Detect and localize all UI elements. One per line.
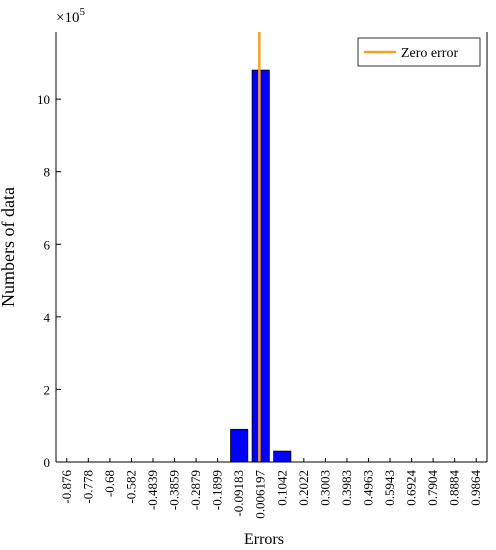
x-tick-label: 0.5943 — [382, 470, 397, 506]
y-tick-label: 0 — [44, 455, 51, 470]
y-tick-label: 8 — [44, 165, 51, 180]
bar — [273, 450, 292, 463]
bar — [230, 428, 249, 463]
y-tick-label: 10 — [37, 92, 50, 107]
x-axis-label: Errors — [244, 531, 284, 548]
x-tick-label: -0.876 — [59, 470, 74, 504]
y-tick-label: 6 — [44, 237, 51, 252]
x-tick-label: -0.4839 — [145, 470, 160, 510]
x-tick-label: 0.7904 — [425, 470, 440, 506]
legend-label: Zero error — [401, 46, 458, 61]
y-exponent-base: ×10 — [56, 10, 79, 26]
y-exponent-power: 5 — [79, 6, 85, 18]
x-tick-label: 0.4963 — [360, 470, 375, 506]
y-tick-label: 4 — [44, 310, 51, 325]
y-axis-label: Numbers of data — [0, 187, 18, 307]
x-tick-label: 0.9864 — [468, 469, 483, 505]
x-tick-label: 0.3003 — [317, 470, 332, 506]
x-tick-label: -0.09183 — [231, 470, 246, 517]
bar — [251, 69, 270, 463]
x-tick-label: -0.778 — [80, 470, 95, 504]
y-exponent: ×105 — [56, 6, 85, 26]
x-tick-label: 0.3983 — [339, 470, 354, 506]
x-tick-label: -0.68 — [102, 470, 117, 497]
x-tick-label: 0.006197 — [253, 470, 268, 519]
x-tick-label: -0.2879 — [188, 470, 203, 510]
x-tick-label: -0.582 — [123, 470, 138, 504]
x-tick-label: -0.3859 — [167, 470, 182, 510]
y-tick-label: 2 — [44, 382, 51, 397]
x-tick-label: 0.2022 — [296, 470, 311, 506]
x-tick-label: 0.1042 — [274, 470, 289, 506]
x-tick-label: -0.1899 — [210, 470, 225, 510]
x-tick-label: 0.6924 — [404, 470, 419, 506]
x-tick-label: 0.8884 — [447, 470, 462, 506]
